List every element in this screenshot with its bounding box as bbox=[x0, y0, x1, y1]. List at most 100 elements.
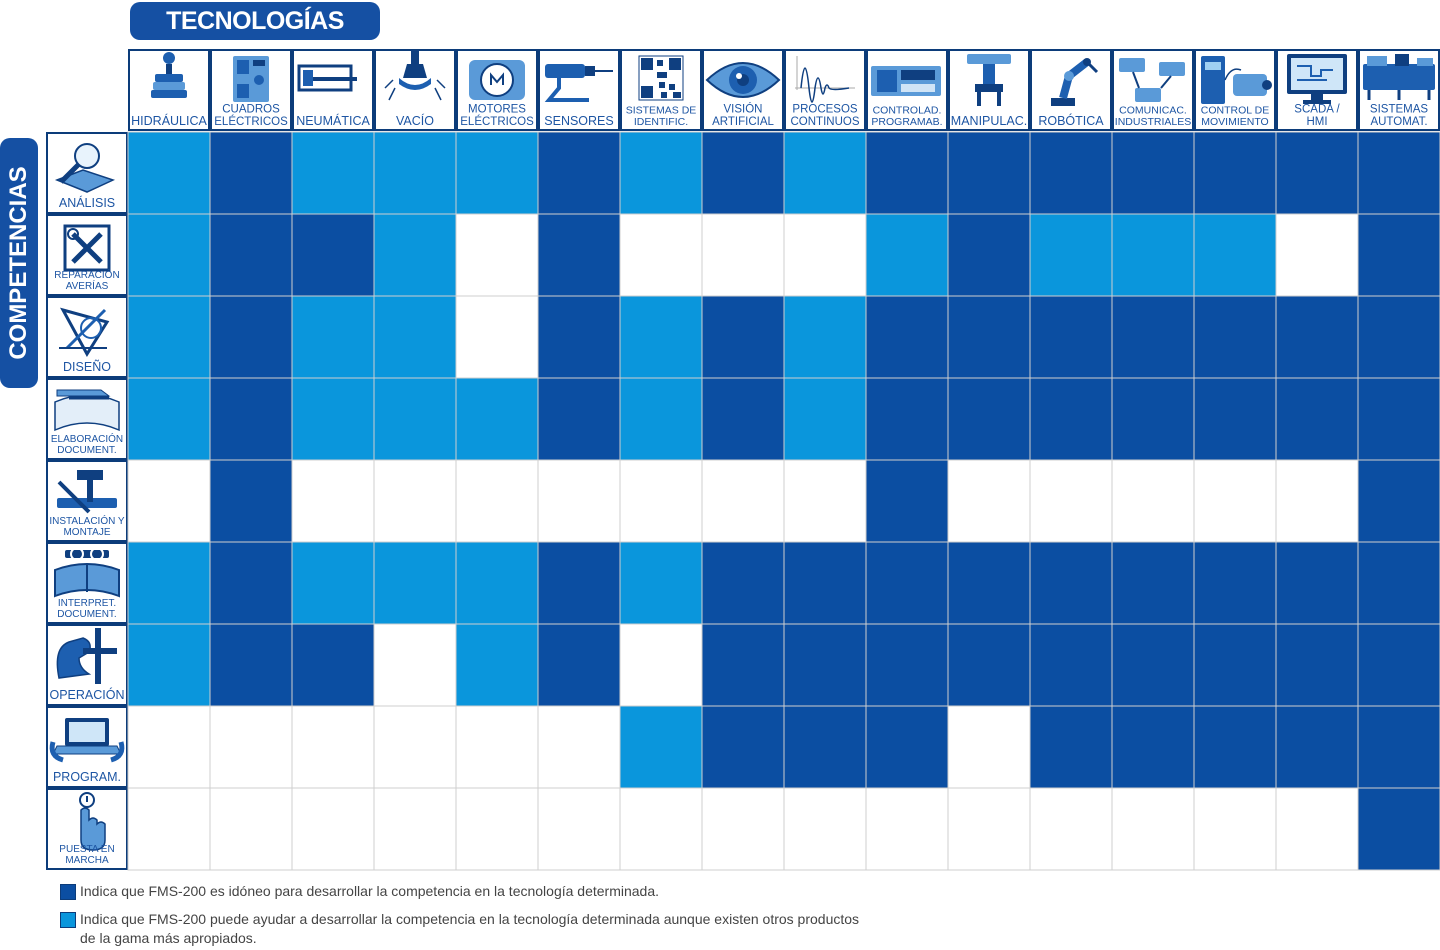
technologies-banner: TECNOLOGÍAS bbox=[130, 2, 380, 40]
matrix-cell bbox=[209, 623, 293, 707]
tech-column-header: PROCESOS CONTINUOS bbox=[784, 49, 866, 131]
tech-column-header: HIDRÁULICA bbox=[128, 49, 210, 131]
matrix-cell bbox=[701, 213, 785, 297]
tech-column-header: SISTEMAS AUTOMAT. bbox=[1358, 49, 1440, 131]
matrix-cell bbox=[455, 541, 539, 625]
matrix-cell bbox=[209, 377, 293, 461]
matrix-cell bbox=[701, 459, 785, 543]
tech-column-header: CUADROS ELÉCTRICOS bbox=[210, 49, 292, 131]
competency-row-header: DISEÑO bbox=[46, 296, 128, 378]
matrix-cell bbox=[537, 541, 621, 625]
matrix-cell bbox=[455, 459, 539, 543]
matrix-cell bbox=[701, 705, 785, 789]
electrical-panel-icon bbox=[233, 56, 269, 102]
matrix-cell bbox=[619, 295, 703, 379]
matrix-cell bbox=[291, 295, 375, 379]
matrix-cell bbox=[1193, 213, 1277, 297]
matrix-cell bbox=[1029, 705, 1113, 789]
matrix-cell bbox=[783, 705, 867, 789]
matrix-cell bbox=[783, 459, 867, 543]
competency-row-header: PUESTA EN MARCHA bbox=[46, 788, 128, 870]
matrix-cell bbox=[947, 705, 1031, 789]
matrix-cell bbox=[865, 213, 949, 297]
competency-label: PROGRAM. bbox=[53, 770, 121, 784]
matrix-cell bbox=[1275, 213, 1359, 297]
legend-swatch-dark bbox=[60, 884, 76, 900]
matrix-cell bbox=[865, 131, 949, 215]
matrix-cell bbox=[127, 459, 211, 543]
matrix-cell bbox=[1111, 131, 1195, 215]
matrix-cell bbox=[537, 459, 621, 543]
tech-label: SENSORES bbox=[544, 114, 613, 128]
matrix-cell bbox=[947, 541, 1031, 625]
competency-row-header: ANÁLISIS bbox=[46, 132, 128, 214]
matrix-cell bbox=[701, 295, 785, 379]
competency-label: ANÁLISIS bbox=[59, 195, 115, 210]
matrix-cell bbox=[783, 377, 867, 461]
matrix-cell bbox=[1111, 377, 1195, 461]
matrix-cell bbox=[1275, 131, 1359, 215]
tech-column-header: CONTROL DE MOVIMIENTO bbox=[1194, 49, 1276, 131]
matrix-cell bbox=[1029, 295, 1113, 379]
legend-swatch-light bbox=[60, 912, 76, 928]
matrix-cell bbox=[1193, 459, 1277, 543]
matrix-cell bbox=[373, 131, 457, 215]
matrix-cell bbox=[1193, 623, 1277, 707]
magnifier-icon bbox=[54, 143, 116, 193]
matrix-cell bbox=[537, 213, 621, 297]
matrix-cell bbox=[373, 705, 457, 789]
matrix-cell bbox=[1357, 131, 1440, 215]
tools-icon bbox=[63, 224, 111, 272]
matrix-cell bbox=[865, 787, 949, 871]
technologies-title: TECNOLOGÍAS bbox=[166, 6, 344, 35]
matrix-cell bbox=[865, 541, 949, 625]
eye-icon bbox=[705, 62, 781, 98]
matrix-cell bbox=[619, 377, 703, 461]
matrix-cell bbox=[865, 459, 949, 543]
matrix-cell bbox=[1029, 541, 1113, 625]
matrix-cell bbox=[1357, 213, 1440, 297]
plc-icon bbox=[871, 66, 941, 96]
matrix-cell bbox=[1029, 623, 1113, 707]
tech-label: VISIÓN ARTIFICIAL bbox=[712, 103, 774, 129]
reading-icon bbox=[54, 547, 120, 598]
automation-system-icon bbox=[1363, 54, 1435, 100]
matrix-cell bbox=[455, 213, 539, 297]
robot-arm-icon bbox=[1051, 58, 1099, 106]
matrix-cell bbox=[1275, 705, 1359, 789]
matrix-cell bbox=[1357, 459, 1440, 543]
matrix-cell bbox=[865, 295, 949, 379]
matrix-cell bbox=[701, 541, 785, 625]
matrix-cell bbox=[1029, 213, 1113, 297]
matrix-cell bbox=[373, 377, 457, 461]
competency-row-header: INSTALACIÓN Y MONTAJE bbox=[46, 460, 128, 542]
sensor-icon bbox=[544, 64, 613, 102]
matrix-cell bbox=[127, 295, 211, 379]
competency-label: OPERACIÓN bbox=[49, 687, 124, 702]
matrix-cell bbox=[209, 213, 293, 297]
tech-column-header: COMUNICAC. INDUSTRIALES bbox=[1112, 49, 1194, 131]
matrix-cell bbox=[619, 541, 703, 625]
tech-column-header: SCADA / HMI bbox=[1276, 49, 1358, 131]
matrix-cell bbox=[373, 787, 457, 871]
matrix-cell bbox=[619, 787, 703, 871]
matrix-cell bbox=[1357, 295, 1440, 379]
matrix-cell bbox=[701, 377, 785, 461]
matrix-cell bbox=[1193, 705, 1277, 789]
matrix-cell bbox=[1029, 131, 1113, 215]
competency-matrix: HIDRÁULICA CUADROS ELÉCTRICOS NEUMÁTICA VACÍ… bbox=[46, 49, 1440, 871]
matrix-cell bbox=[1357, 623, 1440, 707]
matrix-cell bbox=[291, 377, 375, 461]
vacuum-cup-icon bbox=[384, 50, 446, 101]
matrix-cell bbox=[1111, 705, 1195, 789]
tech-label: VACÍO bbox=[396, 113, 434, 128]
tech-label: CUADROS ELÉCTRICOS bbox=[214, 104, 288, 129]
tech-column-header: VISIÓN ARTIFICIAL bbox=[702, 49, 784, 131]
matrix-cell bbox=[865, 623, 949, 707]
matrix-cell bbox=[619, 459, 703, 543]
matrix-cell bbox=[291, 787, 375, 871]
matrix-cell bbox=[619, 623, 703, 707]
matrix-cell bbox=[1029, 459, 1113, 543]
matrix-cell bbox=[455, 705, 539, 789]
matrix-cell bbox=[291, 131, 375, 215]
